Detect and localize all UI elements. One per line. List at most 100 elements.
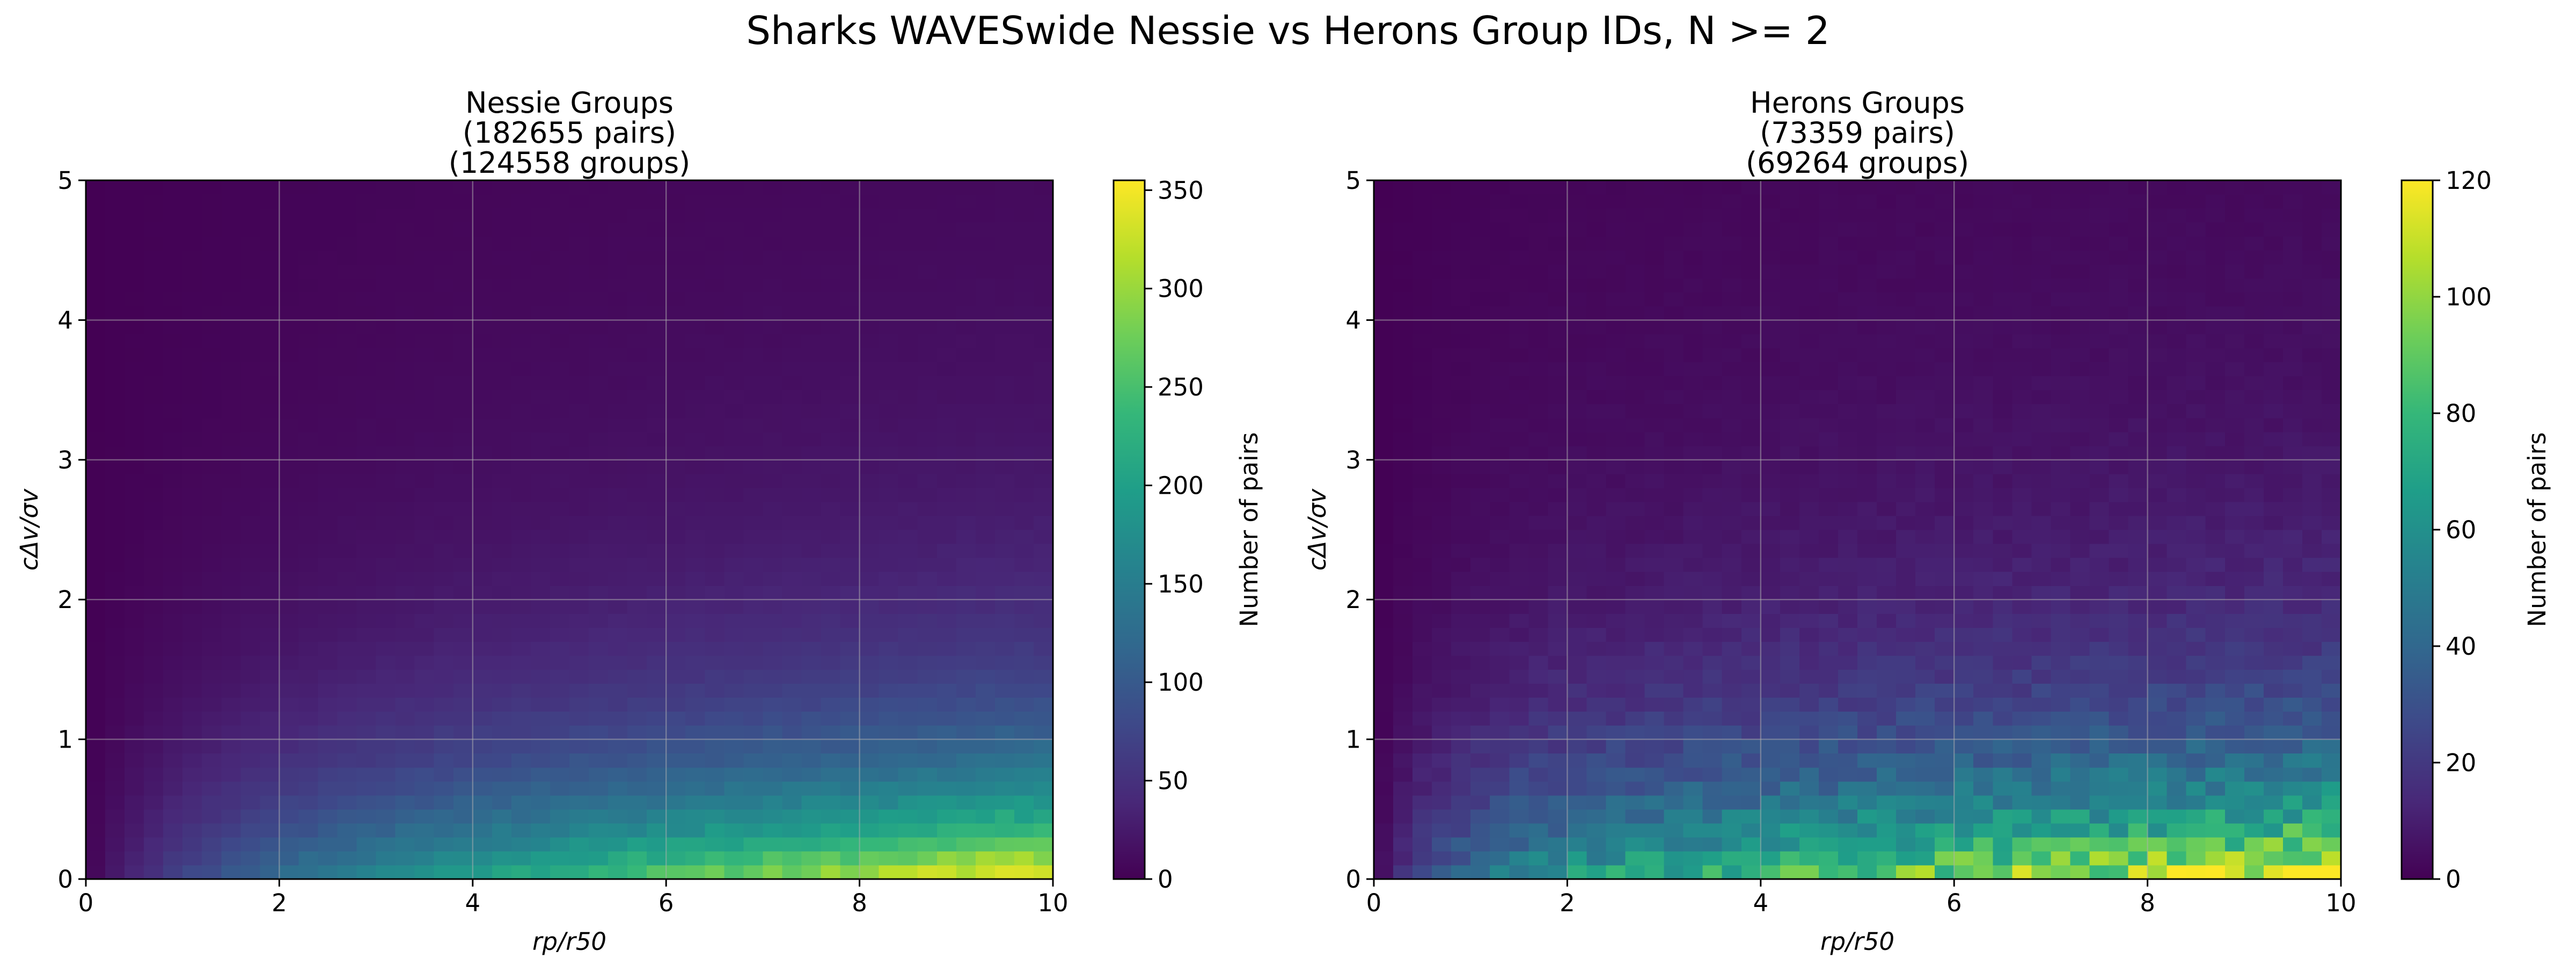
heatmap-cell: [144, 348, 164, 363]
heatmap-cell: [356, 250, 377, 265]
heatmap-cell: [936, 627, 957, 642]
heatmap-cell: [2167, 767, 2187, 782]
heatmap-cell: [2147, 558, 2168, 572]
heatmap-cell: [1935, 558, 1955, 572]
heatmap-cell: [318, 865, 338, 880]
heatmap-cell: [705, 362, 724, 377]
heatmap-cell: [1033, 544, 1053, 558]
heatmap-cell: [1548, 558, 1568, 572]
heatmap-cell: [2263, 767, 2284, 782]
heatmap-cell: [1470, 501, 1490, 516]
heatmap-cell: [1528, 572, 1548, 586]
heatmap-cell: [1432, 292, 1452, 306]
heatmap-cell: [240, 376, 260, 391]
heatmap-cell: [2205, 390, 2226, 405]
heatmap-cell: [1490, 809, 1510, 824]
heatmap-cell: [1374, 655, 1394, 670]
heatmap-cell: [1432, 515, 1452, 530]
heatmap-cell: [1780, 515, 1800, 530]
heatmap-cell: [511, 851, 531, 866]
heatmap-cell: [1470, 222, 1490, 237]
heatmap-cell: [2109, 376, 2129, 391]
heatmap-cell: [318, 362, 338, 377]
heatmap-cell: [2321, 795, 2341, 810]
heatmap-cell: [1915, 445, 1935, 460]
heatmap-cell: [1818, 823, 1839, 838]
heatmap-cell: [936, 809, 957, 824]
heatmap-cell: [376, 264, 396, 279]
heatmap-cell: [685, 683, 705, 698]
heatmap-cell: [492, 851, 512, 866]
heatmap-cell: [492, 586, 512, 600]
heatmap-cell: [182, 278, 202, 292]
heatmap-cell: [685, 306, 705, 320]
heatmap-cell: [975, 586, 996, 600]
heatmap-cell: [1741, 865, 1761, 880]
heatmap-cell: [1014, 725, 1034, 740]
heatmap-cell: [1490, 599, 1510, 614]
heatmap-cell: [1954, 669, 1974, 684]
heatmap-cell: [260, 530, 280, 544]
heatmap-cell: [1915, 837, 1935, 852]
heatmap-cell: [1973, 711, 1993, 726]
heatmap-cell: [395, 669, 415, 684]
heatmap-cell: [356, 459, 377, 474]
heatmap-cell: [821, 865, 841, 880]
heatmap-cell: [298, 823, 319, 838]
heatmap-cell: [2321, 572, 2341, 586]
heatmap-cell: [1799, 264, 1819, 279]
heatmap-cell: [1586, 431, 1607, 447]
heatmap-cell: [1586, 530, 1607, 544]
heatmap-cell: [898, 334, 918, 349]
heatmap-cell: [298, 362, 319, 377]
heatmap-cell: [2282, 753, 2303, 768]
heatmap-cell: [1432, 473, 1452, 488]
heatmap-cell: [221, 558, 241, 572]
heatmap-cell: [1413, 725, 1432, 740]
heatmap-cell: [2031, 376, 2051, 391]
heatmap-cell: [530, 236, 551, 251]
heatmap-cell: [1490, 390, 1510, 405]
heatmap-cell: [2128, 613, 2148, 628]
heatmap-cell: [2089, 599, 2110, 614]
heatmap-cell: [182, 767, 202, 782]
heatmap-cell: [589, 655, 609, 670]
heatmap-cell: [298, 655, 319, 670]
heatmap-cell: [395, 558, 415, 572]
heatmap-cell: [1490, 418, 1510, 433]
heatmap-cell: [801, 669, 822, 684]
heatmap-cell: [1528, 865, 1548, 880]
heatmap-cell: [1509, 544, 1529, 558]
heatmap-cell: [956, 586, 976, 600]
heatmap-cell: [1548, 683, 1568, 698]
heatmap-cell: [1509, 725, 1529, 740]
heatmap-cell: [569, 418, 589, 433]
heatmap-cell: [492, 180, 512, 195]
heatmap-cell: [859, 739, 880, 754]
heatmap-cell: [434, 558, 454, 572]
heatmap-cell: [279, 334, 299, 349]
heatmap-cell: [569, 627, 589, 642]
heatmap-cell: [879, 376, 899, 391]
heatmap-cell: [105, 739, 125, 754]
heatmap-cell: [1393, 459, 1413, 474]
heatmap-cell: [1470, 655, 1490, 670]
heatmap-cell: [1393, 431, 1413, 447]
heatmap-cell: [898, 739, 918, 754]
heatmap-cell: [994, 515, 1015, 530]
heatmap-cell: [2186, 851, 2206, 866]
heatmap-cell: [1818, 390, 1839, 405]
heatmap-cell: [936, 376, 957, 391]
heatmap-cell: [1818, 431, 1839, 447]
heatmap-cell: [1528, 655, 1548, 670]
heatmap-cell: [414, 586, 435, 600]
heatmap-cell: [2244, 264, 2264, 279]
heatmap-cell: [1393, 851, 1413, 866]
heatmap-cell: [163, 697, 183, 712]
heatmap-cell: [2109, 613, 2129, 628]
heatmap-cell: [898, 362, 918, 377]
heatmap-cell: [492, 809, 512, 824]
heatmap-cell: [936, 572, 957, 586]
heatmap-cell: [879, 586, 899, 600]
heatmap-cell: [125, 739, 144, 754]
